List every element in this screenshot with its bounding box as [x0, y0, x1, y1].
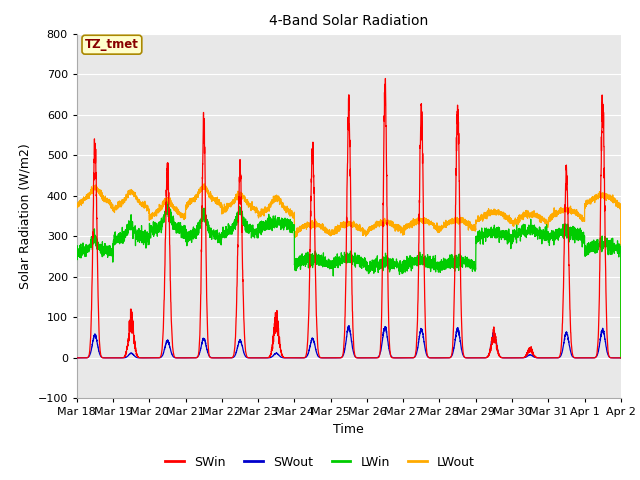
Text: TZ_tmet: TZ_tmet — [85, 38, 139, 51]
Title: 4-Band Solar Radiation: 4-Band Solar Radiation — [269, 14, 428, 28]
Y-axis label: Solar Radiation (W/m2): Solar Radiation (W/m2) — [19, 143, 32, 289]
Legend: SWin, SWout, LWin, LWout: SWin, SWout, LWin, LWout — [160, 451, 480, 474]
X-axis label: Time: Time — [333, 423, 364, 436]
